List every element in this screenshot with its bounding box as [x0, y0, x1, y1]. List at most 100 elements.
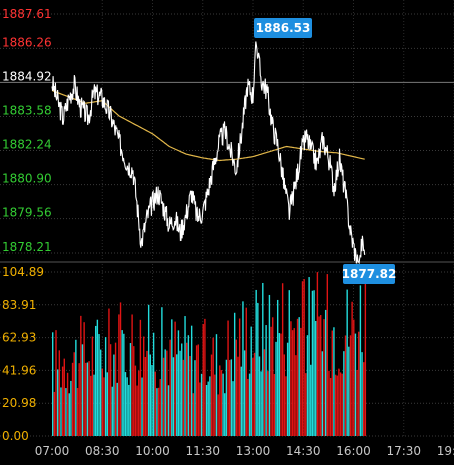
volume-bar: [164, 349, 166, 436]
volume-bar: [318, 316, 320, 436]
volume-bar: [356, 370, 358, 436]
volume-tick-label: 0.00: [2, 429, 29, 443]
volume-bar: [281, 283, 284, 436]
price-line-layer: [51, 41, 366, 265]
volume-bar: [351, 301, 353, 436]
volume-bar: [278, 333, 281, 436]
volume-bar: [321, 351, 324, 436]
volume-bar: [252, 357, 254, 436]
volume-bar: [315, 321, 317, 436]
time-tick-label: 11:30: [185, 444, 220, 458]
volume-bar: [243, 350, 246, 436]
volume-bar: [339, 372, 342, 436]
volume-bar: [245, 307, 247, 436]
volume-bar: [320, 315, 322, 436]
volume-tick-label: 41.96: [2, 363, 36, 377]
volume-bar: [235, 339, 238, 436]
volume-bar: [142, 336, 145, 436]
volume-bar: [283, 354, 286, 436]
volume-bar: [161, 307, 163, 436]
volume-bar: [126, 377, 128, 436]
price-tick-label: 1880.90: [2, 172, 52, 186]
volume-bar: [52, 332, 54, 436]
volume-bar: [116, 382, 118, 436]
volume-bar: [276, 299, 279, 436]
volume-bar: [166, 350, 168, 436]
low-callout-label: 1877.82: [342, 267, 397, 281]
volume-bar: [353, 319, 355, 436]
volume-bar: [343, 351, 345, 436]
volume-bar: [189, 356, 191, 436]
volume-bar: [53, 391, 56, 436]
volume-bar: [295, 355, 297, 436]
time-tick-label: 14:30: [286, 444, 321, 458]
volume-bar: [186, 342, 188, 436]
volume-bar: [301, 281, 304, 436]
time-tick-label: 08:30: [85, 444, 120, 458]
time-tick-label: 10:00: [135, 444, 170, 458]
volume-bar: [202, 324, 204, 436]
volume-bar: [199, 382, 201, 436]
volume-bar: [359, 285, 362, 436]
volume-bar: [83, 322, 85, 436]
volume-tick-label: 20.98: [2, 396, 36, 410]
volume-bar: [258, 356, 261, 436]
volume-bar: [96, 319, 99, 436]
volume-bar: [128, 384, 130, 436]
volume-bar: [240, 366, 242, 436]
volume-bar: [167, 385, 170, 436]
volume-bar: [88, 361, 90, 436]
volume-bar: [349, 335, 352, 436]
high-callout-box: [254, 18, 312, 38]
volume-bar: [98, 334, 100, 436]
volume-bar: [260, 371, 262, 436]
volume-bar: [80, 315, 82, 436]
volume-bar: [230, 359, 233, 436]
volume-bar: [113, 354, 115, 436]
volume-bar: [114, 342, 117, 436]
volume-bar: [99, 349, 102, 436]
volume-bar: [303, 279, 305, 436]
volume-bar: [171, 319, 173, 436]
volume-tick-label: 104.89: [2, 265, 44, 279]
volume-bar: [305, 373, 307, 436]
volume-bar: [172, 357, 175, 436]
volume-bar: [111, 386, 113, 436]
volume-bar: [56, 369, 59, 436]
volume-bar: [257, 302, 259, 436]
volume-bar: [159, 379, 161, 436]
volume-bar: [219, 365, 221, 436]
volume-bar: [225, 359, 228, 436]
volume-bar: [108, 308, 110, 436]
volume-bar: [118, 314, 120, 436]
volume-bar: [174, 321, 176, 436]
volume-bar: [149, 354, 152, 436]
volume-bar: [169, 339, 171, 436]
volume-bar: [197, 344, 199, 436]
volume-bar: [237, 356, 239, 436]
volume-bar: [293, 328, 295, 436]
high-callout-label: 1886.53: [256, 21, 311, 35]
volume-bar: [61, 366, 64, 436]
volume-bar: [192, 393, 195, 436]
volume-bar: [101, 368, 104, 436]
volume-bar: [255, 289, 257, 436]
volume-bar: [187, 335, 190, 436]
volume-bar: [263, 349, 266, 436]
price-tick-label: 1886.26: [2, 35, 52, 49]
volume-bar: [86, 362, 89, 436]
volume-bar: [288, 290, 290, 436]
volume-bar: [157, 387, 160, 436]
volume-bar: [152, 332, 155, 436]
time-tick-label: 13:00: [236, 444, 271, 458]
volume-bar: [300, 327, 302, 436]
volume-bar: [326, 274, 329, 436]
volume-bar: [151, 365, 153, 436]
volume-bar: [346, 289, 348, 436]
volume-bar: [334, 374, 337, 436]
volume-bar: [296, 318, 299, 436]
price-tick-label: 1878.21: [2, 240, 52, 254]
volume-bars: [52, 272, 367, 436]
volume-bar: [200, 373, 203, 436]
volume-bar: [291, 330, 294, 436]
